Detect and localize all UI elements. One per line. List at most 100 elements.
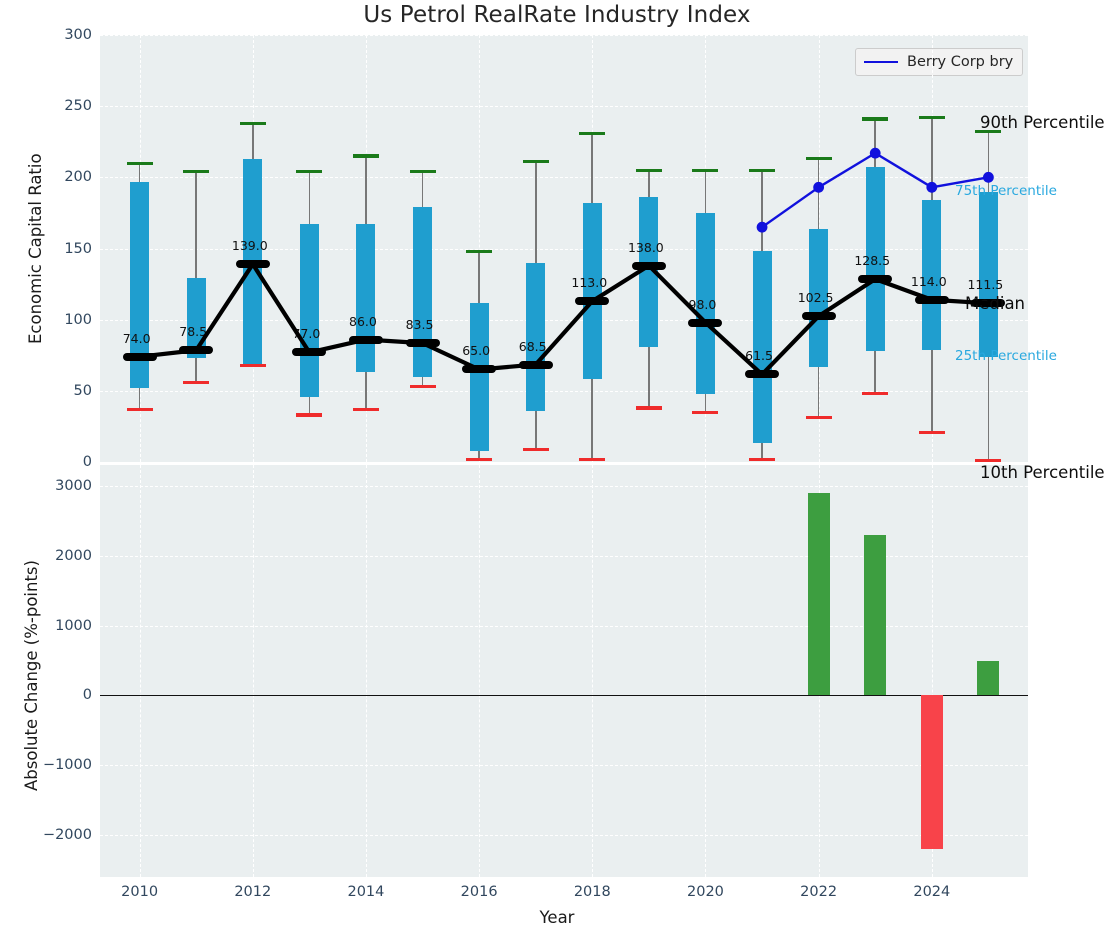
top-ytick-0: 0: [4, 454, 92, 470]
p10-cap-2014: [353, 408, 379, 411]
p10-cap-2012: [240, 364, 266, 367]
bottom-ytick--2000: −2000: [4, 827, 92, 843]
p90-cap-2014: [353, 154, 379, 157]
median-label-2011: 78.5: [179, 324, 207, 339]
p90-cap-2023: [862, 117, 888, 120]
xtick-2014: 2014: [347, 884, 384, 900]
median-marker-2016: [462, 365, 496, 373]
box-2014: [356, 224, 375, 372]
zero-baseline: [100, 695, 1028, 697]
figure-root: Us Petrol RealRate Industry Index Econom…: [0, 0, 1114, 942]
xtick-2022: 2022: [800, 884, 837, 900]
median-marker-2019: [632, 262, 666, 270]
median-label-2014: 86.0: [349, 314, 377, 329]
p10-cap-2023: [862, 392, 888, 395]
p90-cap-2015: [410, 170, 436, 173]
xtick-2010: 2010: [121, 884, 158, 900]
p10-cap-2013: [296, 413, 322, 416]
bottom-ytick-0: 0: [4, 687, 92, 703]
p10-cap-2016: [466, 458, 492, 461]
legend: Berry Corp bry: [855, 48, 1023, 76]
gridline-top-200: [100, 177, 1028, 178]
median-marker-2020: [688, 319, 722, 327]
box-2021: [753, 251, 772, 443]
p90-cap-2019: [636, 169, 662, 172]
median-label-2015: 83.5: [406, 317, 434, 332]
change-bar-2025: [977, 661, 999, 696]
p10-cap-2018: [579, 458, 605, 461]
top-ytick-100: 100: [4, 312, 92, 328]
median-label-2025: 111.5: [967, 277, 1003, 292]
xtick-2020: 2020: [687, 884, 724, 900]
legend-line-swatch: [864, 61, 898, 63]
p10-cap-2010: [127, 408, 153, 411]
gridline-bottom-3000: [100, 486, 1028, 487]
median-label-2020: 98.0: [689, 297, 717, 312]
median-marker-2015: [406, 339, 440, 347]
gridline-x-bottom-2016: [479, 465, 480, 877]
annotation-75th-percentile: 75th Percentile: [955, 183, 1057, 199]
p90-cap-2016: [466, 250, 492, 253]
change-bar-2024: [921, 695, 943, 849]
median-marker-2021: [745, 370, 779, 378]
p90-cap-2010: [127, 162, 153, 165]
median-marker-2010: [123, 353, 157, 361]
legend-label-berry-corp: Berry Corp bry: [907, 54, 1013, 70]
median-marker-2012: [236, 260, 270, 268]
p90-cap-2020: [692, 169, 718, 172]
box-2018: [583, 203, 602, 379]
annotation-median: Median: [965, 294, 1025, 313]
gridline-top-100: [100, 320, 1028, 321]
bottom-ytick-3000: 3000: [4, 478, 92, 494]
gridline-bottom-1000: [100, 626, 1028, 627]
gridline-top-300: [100, 35, 1028, 36]
median-label-2017: 68.5: [519, 339, 547, 354]
p10-cap-2017: [523, 448, 549, 451]
bottom-ytick-1000: 1000: [4, 618, 92, 634]
p10-cap-2015: [410, 385, 436, 388]
gridline-top-50: [100, 391, 1028, 392]
p90-cap-2017: [523, 160, 549, 163]
p10-cap-2020: [692, 411, 718, 414]
median-label-2024: 114.0: [911, 274, 947, 289]
xtick-2024: 2024: [913, 884, 950, 900]
p90-cap-2011: [183, 170, 209, 173]
bottom-ytick-2000: 2000: [4, 548, 92, 564]
change-bar-2022: [808, 493, 830, 696]
median-label-2012: 139.0: [232, 238, 268, 253]
median-marker-2022: [802, 312, 836, 320]
median-label-2019: 138.0: [628, 240, 664, 255]
xtick-2016: 2016: [461, 884, 498, 900]
gridline-top-250: [100, 106, 1028, 107]
gridline-bottom--1000: [100, 765, 1028, 766]
p90-cap-2021: [749, 169, 775, 172]
p90-cap-2018: [579, 132, 605, 135]
median-label-2010: 74.0: [123, 331, 151, 346]
median-marker-2024: [915, 296, 949, 304]
x-axis-label: Year: [0, 908, 1114, 927]
p10-cap-2021: [749, 458, 775, 461]
xtick-2018: 2018: [574, 884, 611, 900]
box-2013: [300, 224, 319, 396]
p90-cap-2013: [296, 170, 322, 173]
bottom-ytick--1000: −1000: [4, 757, 92, 773]
median-marker-2017: [519, 361, 553, 369]
box-2015: [413, 207, 432, 376]
top-ytick-150: 150: [4, 241, 92, 257]
p10-cap-2019: [636, 406, 662, 409]
top-ytick-300: 300: [4, 27, 92, 43]
p10-cap-2024: [919, 431, 945, 434]
gridline-x-bottom-2014: [366, 465, 367, 877]
top-ytick-50: 50: [4, 383, 92, 399]
median-marker-2018: [575, 297, 609, 305]
box-2016: [470, 303, 489, 451]
median-marker-2013: [292, 348, 326, 356]
median-label-2018: 113.0: [571, 275, 607, 290]
gridline-x-bottom-2020: [705, 465, 706, 877]
annotation-90th-percentile: 90th Percentile: [980, 113, 1105, 132]
xtick-2012: 2012: [234, 884, 271, 900]
median-marker-2023: [858, 275, 892, 283]
box-2017: [526, 263, 545, 411]
gridline-bottom-2000: [100, 556, 1028, 557]
top-ytick-250: 250: [4, 98, 92, 114]
